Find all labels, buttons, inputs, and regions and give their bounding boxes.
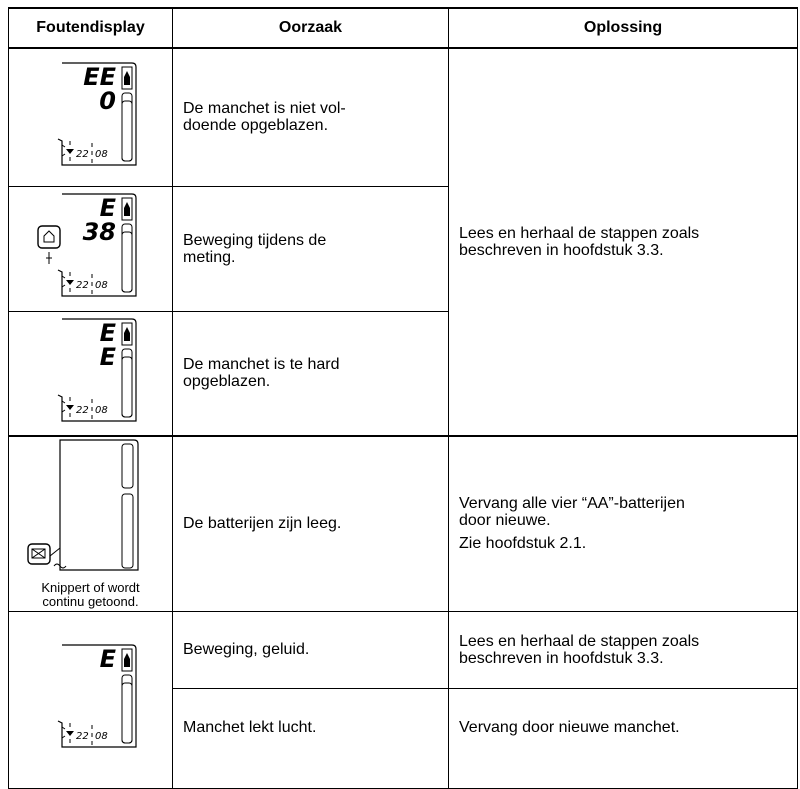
text-line: Lees en herhaal de stappen zoals: [459, 632, 700, 650]
text-line: Beweging, geluid.: [183, 641, 310, 658]
solution-cell: Lees en herhaal de stappen zoals beschrev…: [448, 610, 798, 689]
text-line: De manchet is niet vol-: [183, 100, 346, 118]
cause-cell: De manchet is te hard opgeblazen.: [172, 310, 449, 437]
text-line: Manchet lekt lucht.: [183, 718, 317, 736]
text-line: meting.: [183, 248, 236, 266]
lcd-part: [57, 644, 137, 748]
lcd-time: 08: [95, 280, 108, 291]
lcd-digits: EE: [83, 63, 116, 91]
lcd-part: [123, 653, 130, 667]
row: E 38 22 08 Beweging tijdens de meting.: [8, 185, 798, 312]
cause-cell: Beweging, geluid.: [172, 610, 449, 689]
lcd-part: [43, 230, 54, 243]
header-cell: Oorzaak: [172, 7, 449, 49]
lcd-digits: E: [99, 645, 116, 673]
lcd-part: [121, 322, 132, 346]
text-line: De manchet is te hard: [183, 356, 340, 374]
lcd-part: [65, 148, 74, 154]
header-cell: Foutendisplay: [8, 7, 173, 49]
cause-cell: Beweging tijdens de meting.: [172, 185, 449, 312]
row: E E 22 08 De manchet is te hard opgeblazen.: [8, 310, 798, 437]
lcd-part: [61, 140, 70, 161]
lcd-time: 22: [76, 280, 89, 291]
battery-display: [26, 439, 139, 571]
lcd-time: 08: [95, 405, 108, 416]
lcd-time: 22: [76, 149, 89, 160]
header-row: Foutendisplay Oorzaak Oplossing: [8, 7, 798, 49]
lcd-digits: E: [99, 319, 116, 347]
error-table: Foutendisplay Oorzaak Oplossing EE 0 22 08 …: [8, 7, 798, 789]
lcd-part: [57, 318, 137, 422]
lcd-digits: 38: [82, 218, 115, 246]
lcd-display: EE 22 08: [57, 318, 137, 422]
text-line: opgeblazen.: [183, 373, 271, 391]
lcd-part: [57, 193, 137, 297]
lcd-digits: 0: [99, 87, 116, 115]
lcd-digits: E: [99, 194, 116, 222]
row: Knippert of wordt continu getoond. De ba…: [8, 435, 798, 612]
text-line: Beweging tijdens de: [183, 231, 327, 249]
lcd-part: [121, 231, 132, 293]
lcd-part: [36, 225, 61, 249]
text-line: Vervang door nieuwe manchet.: [459, 718, 680, 736]
lcd-part: [121, 348, 132, 418]
header-cell: Oplossing: [448, 7, 798, 49]
cause-cell: De batterijen zijn leeg.: [172, 435, 449, 612]
text-line: door nieuwe.: [459, 512, 551, 530]
row: E 22 08 Beweging, geluid. Lees en herhaal …: [8, 610, 798, 789]
display-cell: E 38 22 08: [8, 185, 173, 312]
lcd-part: [65, 404, 74, 410]
lcd-part: [61, 396, 70, 417]
lcd-part: [65, 731, 74, 736]
lcd-part: [121, 674, 132, 744]
text-line: Zie hoofdstuk 2.1.: [459, 535, 587, 553]
lcd-part: [123, 202, 130, 216]
lcd-part: [121, 66, 132, 90]
display-cell: E 22 08: [8, 610, 173, 789]
lcd-part: [121, 197, 132, 221]
text-line: doende opgeblazen.: [183, 117, 329, 135]
display-cell: E E 22 08: [8, 310, 173, 437]
lcd-part: [121, 682, 132, 744]
lcd-display: EE0 22 08: [57, 62, 137, 166]
lcd-time: 08: [95, 731, 108, 742]
lcd-part: [123, 326, 130, 341]
lcd-part: [61, 272, 70, 292]
display-cell: Knippert of wordt continu getoond.: [8, 435, 173, 612]
lcd-part: [57, 62, 137, 166]
caption-line: Knippert of wordt: [41, 580, 140, 596]
solution-cell: Vervang door nieuwe manchet.: [448, 687, 798, 789]
row: EE 0 22 08 De manchet is niet vol-doende op…: [8, 47, 798, 437]
text-line: beschreven in hoofdstuk 3.3.: [459, 649, 664, 667]
text-line: Lees en herhaal de stappen zoals: [459, 225, 700, 242]
lcd-display: E 22 08: [57, 644, 137, 748]
solution-cell: Vervang alle vier “AA”-batterijen door ni…: [448, 435, 798, 612]
cause-cell: Manchet lekt lucht.: [172, 687, 449, 789]
display-cell: EE 0 22 08: [8, 47, 173, 187]
lcd-part: [121, 223, 132, 293]
lcd-part: [121, 648, 132, 672]
text-line: beschreven in hoofdstuk 3.3.: [459, 242, 664, 259]
lcd-digits: E: [99, 343, 116, 371]
text-line: De batterijen zijn leeg.: [183, 515, 342, 533]
lcd-part: [45, 252, 52, 264]
lcd-part: [121, 100, 132, 162]
lcd-part: [65, 280, 74, 285]
lcd-part: [61, 723, 70, 743]
lcd-display: E38 22 08: [36, 193, 137, 297]
lcd-time: 22: [76, 731, 89, 742]
lcd-time: 22: [76, 405, 89, 416]
solution-cell: Lees en herhaal de stappen zoals beschrev…: [448, 47, 798, 437]
caption-line: continu getoond.: [42, 594, 139, 610]
page: Foutendisplay Oorzaak Oplossing EE 0 22 08 …: [8, 7, 798, 789]
lcd-part: [121, 92, 132, 162]
lcd-part: [121, 356, 132, 418]
cause-cell: De manchet is niet vol-doende opgeblazen…: [172, 47, 449, 187]
lcd-time: 08: [95, 149, 108, 160]
lcd-part: [123, 70, 130, 85]
text-line: Vervang alle vier “AA”-batterijen: [459, 495, 685, 513]
